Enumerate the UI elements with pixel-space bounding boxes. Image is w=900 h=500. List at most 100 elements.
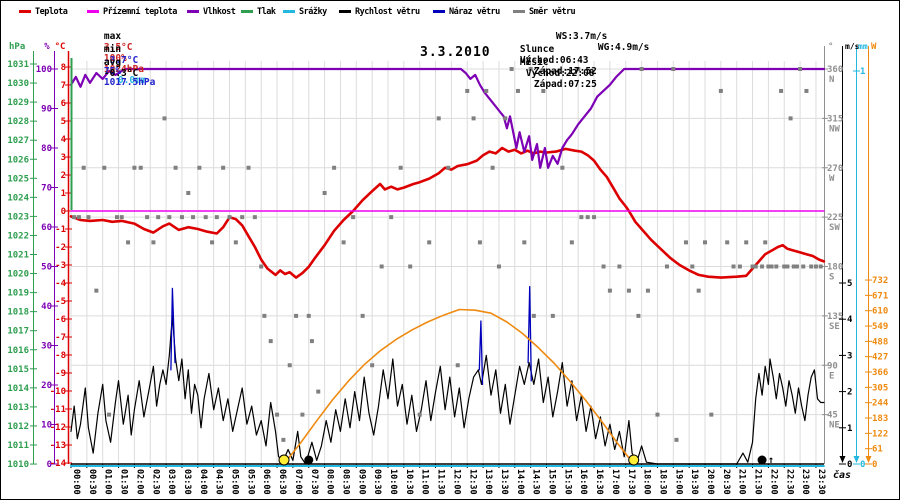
sun-times-row: Slunce Východ:06:43 Západ:17:52 xyxy=(497,33,597,88)
time-tick-label: 22:00 xyxy=(768,469,778,495)
legend-swatch-icon xyxy=(87,9,99,13)
solar-radiation-line xyxy=(283,308,635,465)
percent-tick-label: 100 xyxy=(36,65,52,75)
wind-direction-point xyxy=(760,264,765,269)
hpa-tick-label: 1012 xyxy=(7,422,29,432)
wind-direction-point xyxy=(227,215,232,220)
celsius-tick-label: -9 xyxy=(55,369,66,379)
time-tick-label: 13:00 xyxy=(483,469,493,495)
wind-direction-point xyxy=(607,288,612,293)
time-tick-label: 15:00 xyxy=(547,469,557,495)
wind-direction-point xyxy=(360,313,365,318)
legend-label: Teplota xyxy=(35,7,68,17)
time-tick-label: 13:30 xyxy=(499,469,509,495)
wind-direction-point xyxy=(798,67,803,72)
legend-item-6: Náraz větru xyxy=(433,7,500,17)
time-tick-label: 05:30 xyxy=(245,469,255,495)
time-tick-label: 16:30 xyxy=(594,469,604,495)
ms-tick-label: 1 xyxy=(847,424,852,434)
wind-direction-point xyxy=(306,313,311,318)
wind-direction-point xyxy=(541,88,546,93)
moonrise-arrow-icon: ↑ xyxy=(768,455,774,466)
wind-direction-point xyxy=(703,240,707,245)
wind-direction-point xyxy=(173,165,178,170)
time-tick-label: 01:30 xyxy=(119,469,129,495)
celsius-tick-label: -10 xyxy=(50,387,66,397)
wind-direction-point xyxy=(664,264,669,269)
time-tick-label: 20:30 xyxy=(721,469,731,495)
wind-direction-point xyxy=(645,288,650,293)
wind-direction-point xyxy=(252,215,257,220)
ms-axis-header: m/s xyxy=(845,42,860,51)
direction-tick-label: 45 xyxy=(827,411,838,421)
time-tick-label: 04:30 xyxy=(214,469,224,495)
wind-direction-point xyxy=(341,240,346,245)
time-tick-label: 08:00 xyxy=(325,469,335,495)
hpa-tick-label: 1025 xyxy=(7,174,29,184)
wind-direction-point xyxy=(94,288,99,293)
wind-direction-point xyxy=(465,88,470,93)
direction-tick-label: 135 xyxy=(827,312,843,322)
time-tick-label: 06:00 xyxy=(261,469,271,495)
ms-tick-label: 2 xyxy=(847,388,852,398)
wind-direction-point xyxy=(102,165,107,170)
time-tick-label: 01:00 xyxy=(103,469,113,495)
wind-direction-point xyxy=(179,215,184,220)
wind-direction-point xyxy=(484,88,489,93)
wind-direction-point xyxy=(639,67,644,72)
watt-tick-label: 122 xyxy=(872,429,888,439)
wind-direction-point xyxy=(496,264,501,269)
stats-min-row: min -3.7°C 75% 1017.5hPa xyxy=(81,33,155,99)
celsius-tick-label: 0 xyxy=(61,207,66,217)
hpa-tick-label: 1015 xyxy=(7,365,29,375)
wind-direction-point xyxy=(813,264,818,269)
celsius-tick-label: -7 xyxy=(55,333,66,343)
watt-tick-label: 610 xyxy=(872,307,888,317)
time-tick-label: 11:00 xyxy=(420,469,430,495)
wind-direction-point xyxy=(436,116,441,121)
stats-min-pressure: 1017.5hPa xyxy=(103,77,156,88)
watt-tick-label: 0 xyxy=(872,460,877,470)
direction-compass-label: S xyxy=(829,273,834,283)
watt-tick-label: 61 xyxy=(872,445,883,455)
celsius-tick-label: 1 xyxy=(61,189,66,199)
sun-marker-icon xyxy=(278,454,290,466)
wind-direction-point xyxy=(81,165,86,170)
wind-direction-point xyxy=(809,264,814,269)
time-tick-label: 06:30 xyxy=(277,469,287,495)
ms-tick-label: 3 xyxy=(847,351,852,361)
time-tick-label: 09:30 xyxy=(372,469,382,495)
hpa-tick-label: 1028 xyxy=(7,117,29,127)
celsius-tick-label: -12 xyxy=(50,423,66,433)
wind-direction-point xyxy=(528,67,533,72)
legend-label: Srážky xyxy=(299,7,327,17)
legend-swatch-icon xyxy=(187,9,199,13)
legend-label: Tlak xyxy=(257,7,276,17)
stats-max-precip: 0.0mm xyxy=(117,75,147,86)
stats-max-label: max xyxy=(103,31,122,42)
moonrise-time: Východ:22:08 xyxy=(525,68,595,79)
time-tick-label: 23:00 xyxy=(800,469,810,495)
wind-direction-point xyxy=(791,264,796,269)
time-tick-label: 00:00 xyxy=(71,469,81,495)
wind-direction-point xyxy=(737,264,742,269)
wind-direction-point xyxy=(427,240,432,245)
moon-marker-icon xyxy=(304,455,314,465)
axis-end-arrow-icon xyxy=(865,456,872,463)
wind-direction-point xyxy=(191,215,196,220)
wind-direction-point xyxy=(119,215,124,220)
direction-compass-label: E xyxy=(829,371,834,381)
percent-tick-label: 30 xyxy=(41,342,52,352)
legend-label: Směr větru xyxy=(529,7,576,17)
direction-tick-label: 180 xyxy=(827,263,843,273)
ms-tick-label: 4 xyxy=(847,315,853,325)
legend-item-2: Vlhkost xyxy=(187,7,236,17)
legend-item-5: Rychlost větru xyxy=(339,7,420,17)
time-tick-label: 14:00 xyxy=(515,469,525,495)
wind-direction-point xyxy=(332,165,337,170)
wind-direction-point xyxy=(417,412,422,417)
time-tick-label: 18:30 xyxy=(657,469,667,495)
wind-direction-point xyxy=(167,215,172,220)
axis-end-arrow-icon xyxy=(853,456,860,463)
hpa-tick-label: 1016 xyxy=(7,346,29,356)
